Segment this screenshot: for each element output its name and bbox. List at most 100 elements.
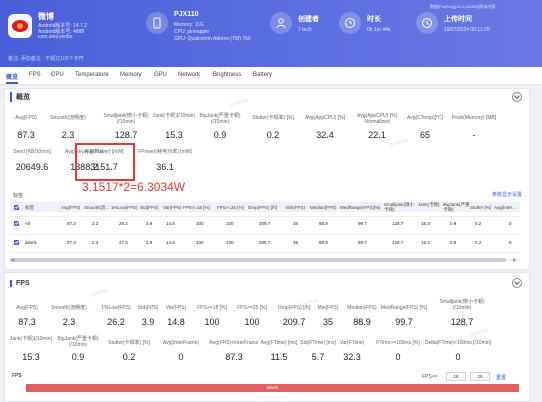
fps-high-input[interactable]: 25 — [470, 372, 490, 381]
metric-label: Var(FTime) — [339, 340, 365, 346]
table-cell: 99.7 — [358, 221, 367, 226]
metric-value: 35 — [322, 317, 333, 327]
select-all-checkbox[interactable] — [14, 205, 19, 210]
metric-value: 0 — [395, 352, 401, 362]
collapse-overview-button[interactable] — [512, 92, 522, 102]
table-cell: 128.7 — [392, 240, 404, 245]
column-header[interactable]: 标签 — [25, 205, 34, 210]
tab-gpu[interactable]: GPU — [154, 72, 168, 78]
table-cell: 209.7 — [259, 240, 271, 245]
creator-title: 创建者 — [298, 16, 319, 23]
table-cell: 0.9 — [450, 221, 457, 226]
fps-chart-title: FPS — [12, 373, 22, 379]
collapse-fps-button[interactable] — [512, 278, 522, 288]
column-header[interactable]: Smalljank(微小卡顿) — [384, 202, 415, 212]
metric-value: 3151.7 — [90, 162, 118, 172]
column-header[interactable]: FPS>=25 [%] — [217, 205, 244, 210]
table-cell: 87.3 — [67, 221, 76, 226]
weibo-app-icon — [8, 14, 32, 38]
table-cell: 35 — [293, 240, 299, 245]
table-cell: 26.2 — [119, 221, 128, 226]
device-gpu: GPU: Qualcomm Adreno (TM) 750 — [174, 36, 251, 42]
tab-brightness[interactable]: Brightness — [213, 72, 242, 78]
metric-value: 87.3 — [18, 317, 36, 327]
table-cell: 100 — [196, 221, 204, 226]
table-scrollbar-thumb[interactable] — [10, 258, 506, 262]
version-info: 数据[PerfDog][10.4.240620]版本内容 — [430, 4, 496, 9]
table-cell: 100 — [196, 240, 204, 245]
table-cell: 87.3 — [67, 240, 76, 245]
tab-network[interactable]: Network — [178, 72, 201, 78]
table-cell: All — [25, 221, 31, 226]
column-header[interactable]: Avg(FPS) — [61, 205, 81, 210]
tab-temperature[interactable]: Temperature — [75, 72, 109, 78]
metric-value: 11.5 — [270, 352, 288, 362]
table-cell: 100 — [226, 240, 234, 245]
metric-label: Stutter(卡顿率) [%] — [108, 340, 150, 346]
metric-value: 2.3 — [62, 317, 76, 327]
column-header[interactable]: Smooth(流... — [84, 205, 110, 210]
column-header[interactable]: Std(FPS) — [140, 205, 159, 210]
metric-label: Avg(AppCPU) [%] — [305, 115, 345, 121]
column-header[interactable]: MedRange(FPS)[%] — [340, 205, 381, 210]
row-checkbox[interactable] — [14, 240, 19, 245]
fps-low-input[interactable]: 18 — [446, 372, 466, 381]
scroll-left-icon[interactable]: ◀ — [11, 257, 15, 262]
metric-value: 100 — [204, 317, 220, 327]
table-cell: 88.9 — [319, 221, 328, 226]
tab-overview[interactable]: 概览 — [6, 75, 19, 81]
table-cell: label1 — [25, 240, 38, 245]
column-header[interactable]: 1%Low(FPS) — [111, 205, 138, 210]
overview-title: 概览 — [10, 92, 30, 102]
table-cell: 128.7 — [392, 221, 404, 226]
duration-value: 0h 1m 44s — [367, 27, 391, 33]
table-cell: 35 — [293, 221, 299, 226]
column-header[interactable]: BigJank(严重卡顿) — [443, 202, 470, 212]
device-memory: Memory: 11G — [174, 22, 204, 28]
remark-text[interactable]: 备注: 添加备注 · 不超过100个字符 — [8, 56, 84, 62]
metric-value: 0.2 — [122, 352, 136, 362]
table-cell: 88.9 — [319, 240, 328, 245]
column-header[interactable]: Stutter [%] — [470, 205, 492, 210]
scroll-right-icon[interactable]: ▶ — [513, 257, 517, 262]
row-divider — [10, 252, 520, 253]
param-settings-link[interactable]: 参数显示设置 — [492, 192, 523, 198]
power-annotation: 3.1517*2=6.3034W — [82, 180, 186, 194]
reset-button[interactable]: 重置 — [496, 375, 507, 381]
table-cell: 2.3 — [92, 240, 99, 245]
table-cell: 15.3 — [421, 221, 430, 226]
label-bar[interactable]: label1 — [26, 384, 519, 392]
table-cell: 14.8 — [166, 221, 175, 226]
metric-value: 87.3 — [225, 352, 243, 362]
column-header[interactable]: FPS>=18 [%] — [183, 205, 210, 210]
table-cell: 14.8 — [166, 240, 175, 245]
table-cell: 27.5 — [119, 240, 128, 245]
upload-time-icon — [416, 12, 438, 34]
column-header[interactable]: Var(FPS) — [163, 205, 182, 210]
fps-threshold-label: FPS<= — [422, 374, 438, 380]
tab-battery[interactable]: Battery — [253, 72, 273, 78]
metric-value: 0 — [178, 352, 184, 362]
metric-label: BigJank(严重卡顿)(/10min) — [57, 336, 99, 348]
metric-label: Jank(卡顿)(/10min) — [9, 336, 53, 342]
column-header[interactable]: Avg(Inter... — [494, 205, 516, 210]
metric-label: Stutter(卡顿率) [%] — [252, 115, 294, 121]
metric-label: FTime>=100ms [%] — [376, 340, 420, 346]
column-header[interactable]: Jank(卡顿) — [418, 202, 440, 207]
column-header[interactable]: Drop(FPS) [/h] — [248, 205, 278, 210]
tab-memory[interactable]: Memory — [120, 72, 142, 78]
row-checkbox[interactable] — [14, 221, 19, 226]
tab-fps[interactable]: FPS — [29, 72, 41, 78]
column-header[interactable]: Min(FPS) — [286, 205, 305, 210]
metric-label: Avg(FPS) — [15, 115, 37, 121]
tab-cpu[interactable]: CPU — [51, 72, 64, 78]
creator-value: 7 tech — [298, 27, 312, 33]
column-header[interactable]: Median(FPS) — [310, 205, 337, 210]
metric-label: Avg(Recv) [KB/s] — [65, 149, 103, 155]
device-model: PJX110 — [174, 11, 199, 18]
metric-label: Smooth(流畅度) — [50, 115, 86, 121]
table-cell: 3.9 — [146, 240, 153, 245]
metric-value: 36.1 — [156, 162, 174, 172]
table-cell: 0 — [509, 221, 512, 226]
row-divider — [10, 216, 520, 217]
